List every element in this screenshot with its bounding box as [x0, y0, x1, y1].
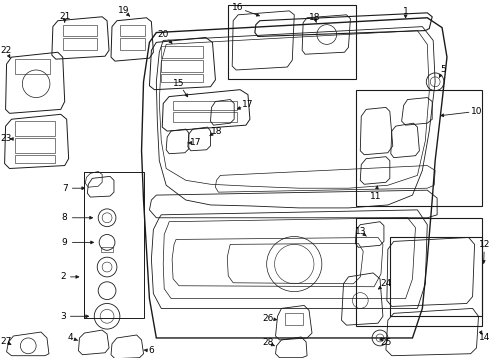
Text: 16: 16 — [232, 3, 244, 12]
Text: 5: 5 — [440, 66, 446, 75]
Text: 27: 27 — [0, 337, 11, 346]
Bar — [173, 112, 237, 122]
Bar — [228, 5, 356, 79]
Bar — [120, 24, 145, 36]
Text: 23: 23 — [0, 134, 11, 143]
Text: 8: 8 — [62, 213, 68, 222]
Text: 4: 4 — [68, 333, 74, 342]
Text: 25: 25 — [380, 338, 392, 347]
Text: 21: 21 — [59, 12, 71, 21]
Text: 13: 13 — [355, 227, 366, 236]
Bar — [285, 313, 303, 325]
Bar — [356, 218, 483, 326]
Text: 12: 12 — [479, 240, 490, 249]
Text: 18: 18 — [309, 13, 320, 22]
Bar — [63, 39, 97, 50]
Text: 19: 19 — [118, 6, 129, 15]
Bar — [161, 74, 203, 82]
Text: 6: 6 — [148, 346, 154, 355]
Bar — [16, 121, 55, 136]
Bar — [16, 59, 50, 74]
Bar — [161, 46, 203, 58]
Bar — [16, 155, 55, 163]
Bar — [120, 39, 145, 50]
Text: 14: 14 — [479, 333, 490, 342]
Text: 15: 15 — [173, 79, 185, 88]
Text: 24: 24 — [380, 279, 392, 288]
Text: 7: 7 — [62, 184, 68, 193]
Text: 28: 28 — [262, 338, 273, 347]
Bar — [63, 24, 97, 36]
Text: 26: 26 — [262, 314, 273, 323]
Text: 22: 22 — [0, 46, 11, 55]
Text: 1: 1 — [403, 7, 409, 16]
Text: 20: 20 — [158, 30, 169, 39]
Text: 17: 17 — [190, 138, 201, 147]
Text: 9: 9 — [62, 238, 68, 247]
Bar — [173, 100, 237, 111]
Text: 17: 17 — [242, 100, 254, 109]
Text: 2: 2 — [60, 273, 66, 282]
Bar — [390, 238, 483, 316]
Bar — [161, 60, 203, 72]
Text: 11: 11 — [370, 192, 382, 201]
Bar — [101, 247, 113, 252]
Text: 3: 3 — [60, 312, 66, 321]
Bar — [16, 138, 55, 153]
Text: 10: 10 — [471, 107, 482, 116]
Text: 18: 18 — [211, 127, 222, 136]
Bar — [356, 90, 483, 206]
Bar — [84, 172, 144, 318]
